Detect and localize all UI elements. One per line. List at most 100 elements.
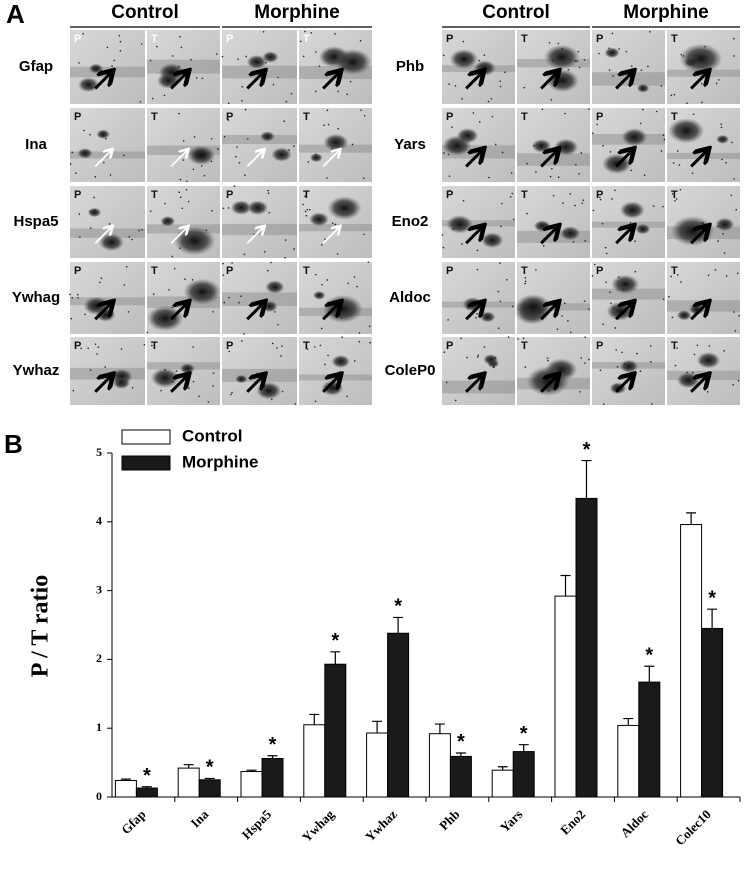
lane-label: T bbox=[671, 265, 678, 277]
gel-speck bbox=[648, 31, 651, 33]
gel-speck bbox=[353, 360, 356, 362]
bar bbox=[198, 779, 221, 798]
gel-speck bbox=[616, 366, 619, 368]
gel-speck bbox=[634, 240, 636, 242]
arrow bbox=[540, 376, 557, 393]
lane-label: T bbox=[521, 340, 528, 352]
gel-speck bbox=[281, 390, 284, 393]
gel-speck bbox=[576, 60, 578, 63]
gel-speck bbox=[472, 112, 475, 114]
gel-speck bbox=[640, 69, 643, 72]
gel-speck bbox=[445, 381, 448, 384]
gel-speck bbox=[578, 391, 581, 393]
gel-speck bbox=[605, 281, 607, 283]
gel-speck bbox=[614, 189, 616, 192]
gel-speck bbox=[179, 178, 182, 181]
lane-label: T bbox=[671, 33, 678, 45]
gel-speck bbox=[306, 208, 309, 211]
gel-speck bbox=[175, 370, 178, 372]
gel-speck bbox=[109, 174, 112, 176]
gel-spot bbox=[621, 128, 648, 147]
gel-spot bbox=[157, 72, 180, 89]
gel-speck bbox=[307, 161, 310, 163]
gel-speck bbox=[240, 295, 242, 297]
gel-speck bbox=[358, 332, 361, 334]
gel-speck bbox=[466, 307, 469, 309]
bar bbox=[449, 755, 472, 798]
gel-image bbox=[517, 186, 590, 258]
gel-speck bbox=[693, 353, 696, 356]
bar bbox=[491, 769, 514, 798]
gel-speck bbox=[575, 163, 577, 166]
lane-label: P bbox=[596, 189, 603, 201]
gel-speck bbox=[499, 80, 501, 83]
gel-speck bbox=[336, 253, 339, 255]
gel-speck bbox=[223, 301, 226, 304]
gel-spot bbox=[668, 118, 705, 144]
bar bbox=[680, 524, 703, 798]
protein-label: Ina bbox=[25, 136, 47, 153]
gel-speck bbox=[636, 352, 638, 355]
gel-speck bbox=[629, 222, 632, 224]
arrow bbox=[246, 376, 263, 393]
gel-speck bbox=[584, 336, 586, 338]
gel-speck bbox=[241, 99, 243, 102]
bar bbox=[324, 663, 347, 798]
arrow bbox=[690, 376, 707, 393]
gel-speck bbox=[358, 340, 361, 343]
bar bbox=[114, 779, 137, 798]
gel-spot bbox=[446, 215, 473, 234]
arrow bbox=[170, 150, 187, 168]
gel-speck bbox=[583, 300, 586, 302]
gel-image bbox=[222, 186, 297, 258]
gel-speck bbox=[707, 274, 710, 277]
y-tick-label: 0 bbox=[96, 789, 102, 803]
gel-speck bbox=[74, 172, 77, 174]
gel-speck bbox=[230, 393, 232, 396]
gel-spot bbox=[553, 138, 579, 156]
gel-speck bbox=[76, 293, 79, 296]
gel-speck bbox=[331, 222, 334, 224]
lane-label: P bbox=[596, 265, 603, 277]
gel-speck bbox=[138, 229, 140, 232]
gel-speck bbox=[83, 129, 85, 132]
gel-speck bbox=[168, 289, 170, 291]
gel-spot bbox=[247, 200, 269, 216]
gel-speck bbox=[193, 136, 196, 138]
gel-speck bbox=[705, 147, 708, 150]
gel-band bbox=[442, 380, 515, 394]
gel-speck bbox=[522, 337, 525, 340]
gel-speck bbox=[192, 346, 194, 348]
gel-speck bbox=[351, 143, 354, 146]
gel-speck bbox=[673, 93, 676, 96]
error-bar bbox=[183, 764, 194, 769]
gel-speck bbox=[552, 194, 555, 197]
gel-speck bbox=[738, 314, 740, 317]
lane-label: T bbox=[151, 265, 158, 277]
gel-speck bbox=[321, 244, 323, 246]
gel-speck bbox=[732, 383, 735, 386]
gel-speck bbox=[105, 137, 107, 140]
gel-speck bbox=[119, 49, 122, 52]
gel-speck bbox=[238, 301, 240, 304]
gel-speck bbox=[266, 136, 268, 139]
gel-speck bbox=[359, 39, 362, 42]
gel-spot bbox=[715, 217, 735, 232]
arrow bbox=[94, 150, 111, 168]
gel-speck bbox=[497, 290, 500, 293]
gel-speck bbox=[139, 100, 142, 103]
lane-label: T bbox=[303, 265, 310, 277]
gel-speck bbox=[517, 338, 519, 340]
gel-spot bbox=[261, 300, 278, 313]
gel-speck bbox=[227, 102, 230, 105]
gel-spot bbox=[449, 49, 479, 70]
gel-speck bbox=[280, 355, 282, 357]
gel-speck bbox=[448, 83, 450, 85]
gel-speck bbox=[346, 395, 348, 398]
gel-speck bbox=[118, 34, 121, 37]
gel-speck bbox=[179, 247, 181, 250]
gel-speck bbox=[228, 350, 231, 353]
lane-label: P bbox=[596, 340, 603, 352]
gel-speck bbox=[237, 58, 239, 60]
gel-speck bbox=[94, 209, 96, 211]
